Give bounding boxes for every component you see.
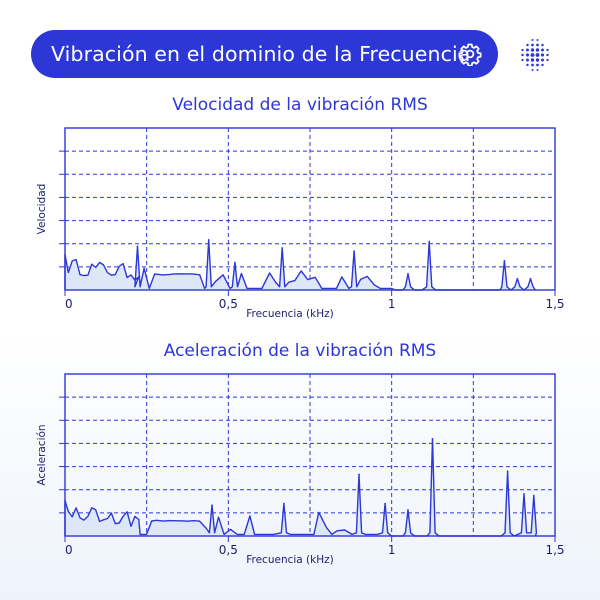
peak-point	[353, 250, 355, 252]
y-axis-label: Velocidad	[36, 184, 48, 235]
logo-dot	[536, 63, 539, 67]
peak-point	[503, 260, 506, 262]
logo-dot	[526, 58, 529, 62]
x-tick-label: 1,5	[545, 543, 564, 557]
peak-point	[283, 502, 285, 505]
peak-point	[506, 470, 509, 472]
plot-frame	[64, 127, 556, 291]
logo-dot	[525, 53, 530, 57]
logo-dot	[531, 43, 534, 47]
logo-dot	[531, 38, 534, 42]
logo-dot	[535, 58, 540, 62]
peak-point	[532, 494, 535, 497]
logo-dot	[521, 48, 524, 52]
peak-point	[136, 245, 139, 248]
x-tick-label: 1	[388, 297, 396, 311]
logo-dot	[526, 48, 529, 52]
gear-icon[interactable]	[458, 42, 482, 66]
x-tick-label: 0,5	[219, 543, 238, 557]
x-tick-label: 0	[65, 543, 73, 557]
header-bar: Vibración en el dominio de la Frecuencia	[31, 30, 498, 78]
signal-area	[65, 239, 536, 290]
peak-point	[428, 240, 431, 243]
logo-dot	[535, 48, 540, 52]
peak-point	[384, 502, 386, 505]
logo-dot	[526, 63, 529, 67]
logo-dot	[540, 53, 545, 57]
velocity-chart: 0 0,5 1 1,5 Frecuencia (kHz) Velocidad	[36, 127, 565, 320]
logo-dot	[521, 53, 524, 57]
logo-dot	[531, 63, 534, 67]
peak-point	[207, 238, 210, 241]
logo-dot	[521, 58, 524, 62]
y-axis-label: Aceleración	[36, 424, 48, 485]
chart-title-acceleration: Aceleración de la vibración RMS	[163, 341, 437, 361]
logo-dot	[541, 48, 544, 52]
peak-point	[281, 247, 284, 249]
logo-dot	[541, 43, 544, 47]
peak-point	[431, 438, 434, 440]
logo-dot	[526, 43, 529, 47]
peak-point	[523, 493, 525, 495]
logo-dot	[531, 68, 534, 72]
peak-point	[529, 277, 532, 280]
logo-dot	[541, 58, 544, 62]
peak-point	[358, 473, 360, 476]
acceleration-chart: 0 0,5 1 1,5 Frecuencia (kHz) Aceleración	[36, 373, 565, 566]
signal-area	[65, 438, 537, 536]
plot-frame	[64, 373, 556, 537]
chart-title-velocity: Velocidad de la vibración RMS	[172, 95, 428, 115]
x-tick-label: 0,5	[219, 297, 238, 311]
logo-dot	[546, 58, 549, 62]
peak-point	[407, 509, 409, 511]
logo-dot	[530, 53, 535, 57]
logo-dot	[541, 63, 544, 67]
logo-dot	[546, 53, 549, 57]
logo-dot	[536, 68, 539, 72]
logo-dot	[530, 58, 535, 62]
page-title: Vibración en el dominio de la Frecuencia	[51, 42, 471, 66]
peak-point	[407, 273, 409, 275]
logo-dot	[536, 38, 539, 42]
x-axis-label: Frecuencia (kHz)	[246, 308, 334, 320]
peak-point	[234, 261, 236, 264]
x-tick-label: 1,5	[545, 297, 564, 311]
logo-dot	[530, 48, 535, 52]
x-axis-label: Frecuencia (kHz)	[246, 554, 334, 566]
x-tick-label: 0	[65, 297, 73, 311]
peak-point	[516, 277, 519, 280]
logo-dot	[535, 53, 540, 57]
x-tick-label: 1	[388, 543, 396, 557]
logo-dot	[546, 48, 549, 52]
peak-point	[211, 504, 213, 507]
logo-dot	[536, 43, 539, 47]
dot-sphere-logo-icon	[521, 38, 549, 72]
